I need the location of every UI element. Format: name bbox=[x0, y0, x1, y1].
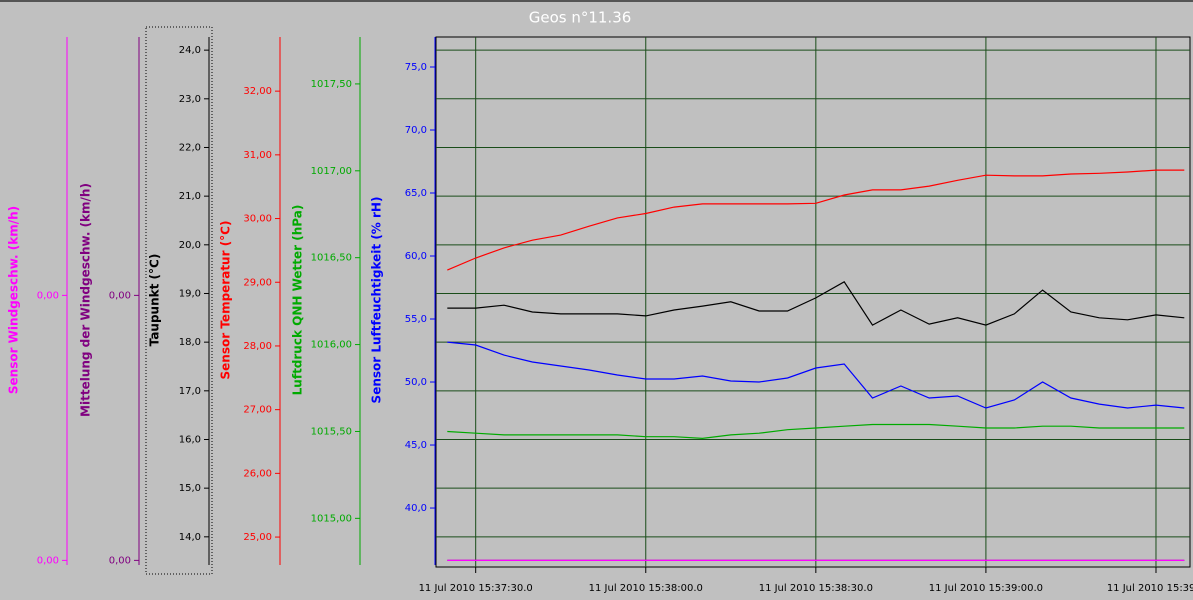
y-tick-label: 23,0 bbox=[179, 94, 201, 105]
series-line bbox=[447, 341, 1185, 409]
y-tick-label: 50,0 bbox=[405, 377, 427, 388]
y-axis-label: Sensor Temperatur (°C) bbox=[219, 221, 233, 380]
y-tick-label: 1017,00 bbox=[311, 166, 352, 177]
y-tick-label: 0,00 bbox=[37, 290, 59, 301]
y-tick-label: 1015,00 bbox=[311, 513, 352, 524]
chart-title: Geos n°11.36 bbox=[529, 9, 632, 27]
y-tick-label: 28,00 bbox=[243, 341, 272, 352]
y-tick-label: 75,0 bbox=[405, 62, 427, 73]
y-tick-label: 15,0 bbox=[179, 483, 201, 494]
y-tick-label: 1016,00 bbox=[311, 340, 352, 351]
y-tick-label: 17,0 bbox=[179, 386, 201, 397]
series-line bbox=[447, 169, 1185, 271]
y-tick-label: 55,0 bbox=[405, 314, 427, 325]
x-tick-label: 11 Jul 2010 15:39:3 bbox=[1107, 583, 1193, 594]
y-tick-label: 40,0 bbox=[405, 503, 427, 514]
y-tick-label: 70,0 bbox=[405, 125, 427, 136]
y-tick-label: 0,00 bbox=[37, 555, 59, 566]
y-tick-label: 19,0 bbox=[179, 288, 201, 299]
y-axis-label: Sensor Windgeschw. (km/h) bbox=[7, 206, 21, 394]
y-tick-label: 18,0 bbox=[179, 337, 201, 348]
y-tick-label: 1015,50 bbox=[311, 426, 352, 437]
x-tick-label: 11 Jul 2010 15:37:30.0 bbox=[419, 583, 533, 594]
y-axis-label: Luftdruck QNH Wetter (hPa) bbox=[291, 205, 305, 396]
y-tick-label: 1017,50 bbox=[311, 79, 352, 90]
y-tick-label: 21,0 bbox=[179, 191, 201, 202]
y-tick-label: 20,0 bbox=[179, 240, 201, 251]
series-line bbox=[447, 281, 1185, 326]
y-tick-label: 22,0 bbox=[179, 142, 201, 153]
y-tick-label: 16,0 bbox=[179, 434, 201, 445]
y-tick-label: 24,0 bbox=[179, 45, 201, 56]
y-tick-label: 65,0 bbox=[405, 188, 427, 199]
x-tick-label: 11 Jul 2010 15:39:00.0 bbox=[929, 583, 1043, 594]
y-tick-label: 1016,50 bbox=[311, 253, 352, 264]
plot-frame bbox=[435, 36, 1191, 568]
x-tick-label: 11 Jul 2010 15:38:30.0 bbox=[759, 583, 873, 594]
y-tick-label: 30,00 bbox=[243, 214, 272, 225]
y-tick-label: 60,0 bbox=[405, 251, 427, 262]
y-tick-label: 27,00 bbox=[243, 405, 272, 416]
y-tick-label: 0,00 bbox=[109, 555, 131, 566]
series-line bbox=[447, 423, 1185, 440]
x-tick-label: 11 Jul 2010 15:38:00.0 bbox=[589, 583, 703, 594]
y-tick-label: 26,00 bbox=[243, 468, 272, 479]
y-axis-label: Sensor Luftfeuchtigkeit (% rH) bbox=[370, 197, 384, 404]
y-tick-label: 32,00 bbox=[243, 86, 272, 97]
y-tick-label: 25,00 bbox=[243, 532, 272, 543]
y-tick-label: 45,0 bbox=[405, 440, 427, 451]
y-axis-label: Taupunkt (°C) bbox=[148, 254, 162, 347]
y-tick-label: 31,00 bbox=[243, 150, 272, 161]
y-tick-label: 29,00 bbox=[243, 277, 272, 288]
y-axis-label: Mittelung der Windgeschw. (km/h) bbox=[79, 183, 93, 417]
y-tick-label: 0,00 bbox=[109, 290, 131, 301]
selected-axis-box bbox=[145, 26, 213, 575]
y-tick-label: 14,0 bbox=[179, 532, 201, 543]
